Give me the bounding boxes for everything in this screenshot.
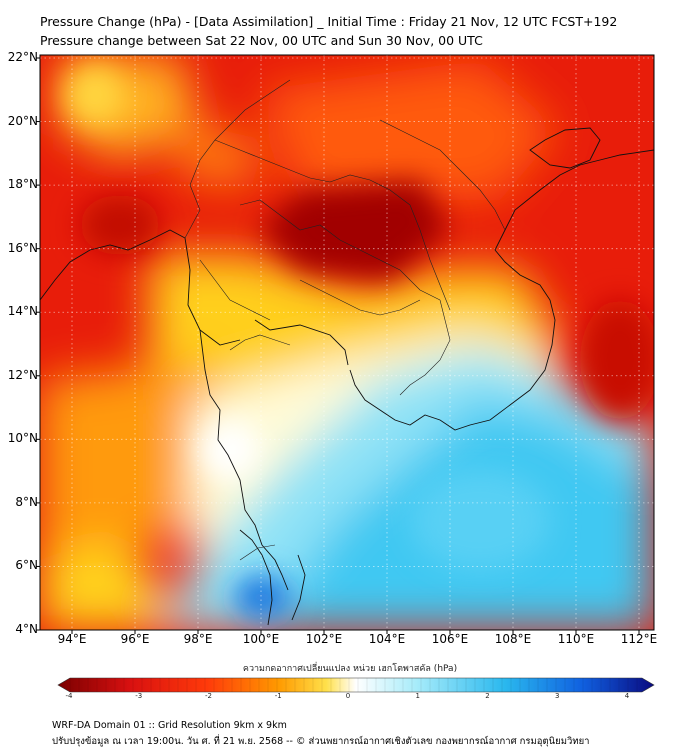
colorbar-tick-label: 1 [415,692,420,700]
lat-label: 22°N [7,50,38,64]
colorbar-tick-label: -3 [135,692,143,700]
lon-label: 102°E [305,632,343,646]
lat-label: 14°N [7,304,38,319]
footer-model-info: WRF-DA Domain 01 :: Grid Resolution 9km … [52,720,287,731]
map-frame [39,54,655,631]
colorbar-title: ความกดอากาศเปลี่ยนแปลง หน่วย เฮกโตพาสคัล… [242,664,458,674]
lon-label: 112°E [620,632,658,646]
colorbar [57,677,655,693]
lon-label: 100°E [242,632,280,646]
lat-label: 6°N [15,558,38,573]
colorbar-tick-label: -1 [274,692,282,700]
lon-label: 110°E [557,632,595,646]
lat-lon-grid [40,55,654,630]
lat-label: 10°N [7,431,38,446]
lon-label: 108°E [494,632,532,646]
axis-ticks [36,57,640,634]
lat-label: 4°N [15,622,38,636]
footer-update-info: ปรับปรุงข้อมูล ณ เวลา 19:00น. วัน ศ. ที่… [52,736,590,747]
colorbar-tick-label: 4 [624,692,630,700]
title-line-1: Pressure Change (hPa) - [Data Assimilati… [40,14,618,29]
colorbar-tick-label: 0 [345,692,351,700]
lat-label: 8°N [15,494,38,509]
pressure-field [40,55,654,630]
lon-label: 104°E [368,632,406,646]
lon-label: 96°E [120,632,150,646]
colorbar-tick-label: -2 [205,692,212,700]
lat-label: 20°N [7,113,38,128]
lat-label: 16°N [7,240,38,255]
coastlines [40,127,654,626]
lon-label: 98°E [183,632,213,646]
colorbar-tick-label: 3 [555,692,560,700]
lon-label: 106°E [431,632,469,646]
colorbar-tick-label: -4 [65,692,73,700]
title-line-2: Pressure change between Sat 22 Nov, 00 U… [40,33,483,48]
lon-label: 94°E [57,632,87,646]
map-title: Pressure Change (hPa) - [Data Assimilati… [40,12,617,50]
lat-label: 12°N [7,367,38,382]
lat-label: 18°N [7,177,38,192]
colorbar-tick-label: 2 [485,692,490,700]
country-borders [184,79,506,561]
